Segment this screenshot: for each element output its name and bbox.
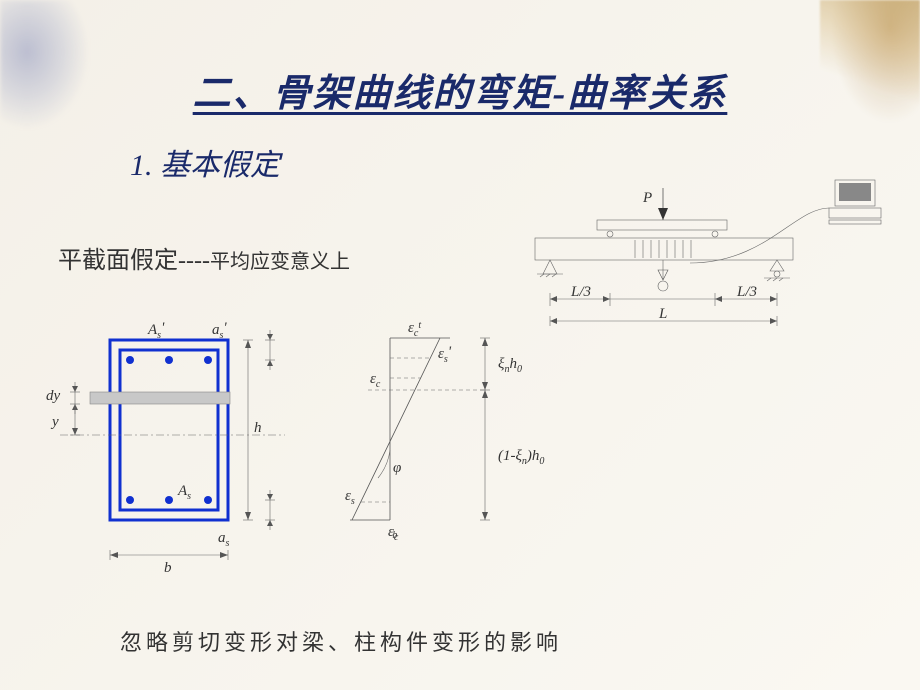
label-L: L [658,306,667,322]
test-rig-diagram: P L/3 L/3 L [515,178,915,358]
label-eps-s-prime: εs' [438,344,452,365]
bottom-note: 忽略剪切变形对梁、柱构件变形的影响 [120,625,562,657]
assumption-sub: 平均应变意义上 [210,251,350,273]
slide-title: 二、骨架曲线的弯矩-曲率关系 [0,62,920,117]
label-dy: dy [46,388,61,404]
label-eps-ct: εct [408,320,421,339]
label-eps-c: εc [370,371,381,390]
label-phi: φ [393,460,401,476]
label-as-bot: as [218,530,230,549]
label-P: P [642,190,652,206]
label-h: h [254,420,262,436]
label-L3-right: L/3 [736,284,757,300]
label-one-minus-xi: (1-ξn)h0 [498,448,544,467]
label-As-top: As' [147,320,165,341]
assumption-main: 平截面假定---- [58,248,210,274]
section-heading: 1. 基本假定 [130,140,280,184]
label-L3-left: L/3 [570,284,591,300]
label-y: y [50,414,59,430]
label-as-top: as' [212,320,227,341]
label-b: b [164,560,172,576]
label-eps-s: εs [345,488,355,507]
label-As-bot: As [177,483,191,502]
label-eps-cb: εcb [388,524,399,543]
cross-section-diagram: h as' as b dy y As' As [40,320,310,580]
assumption-text: 平截面假定----平均应变意义上 [58,240,350,275]
